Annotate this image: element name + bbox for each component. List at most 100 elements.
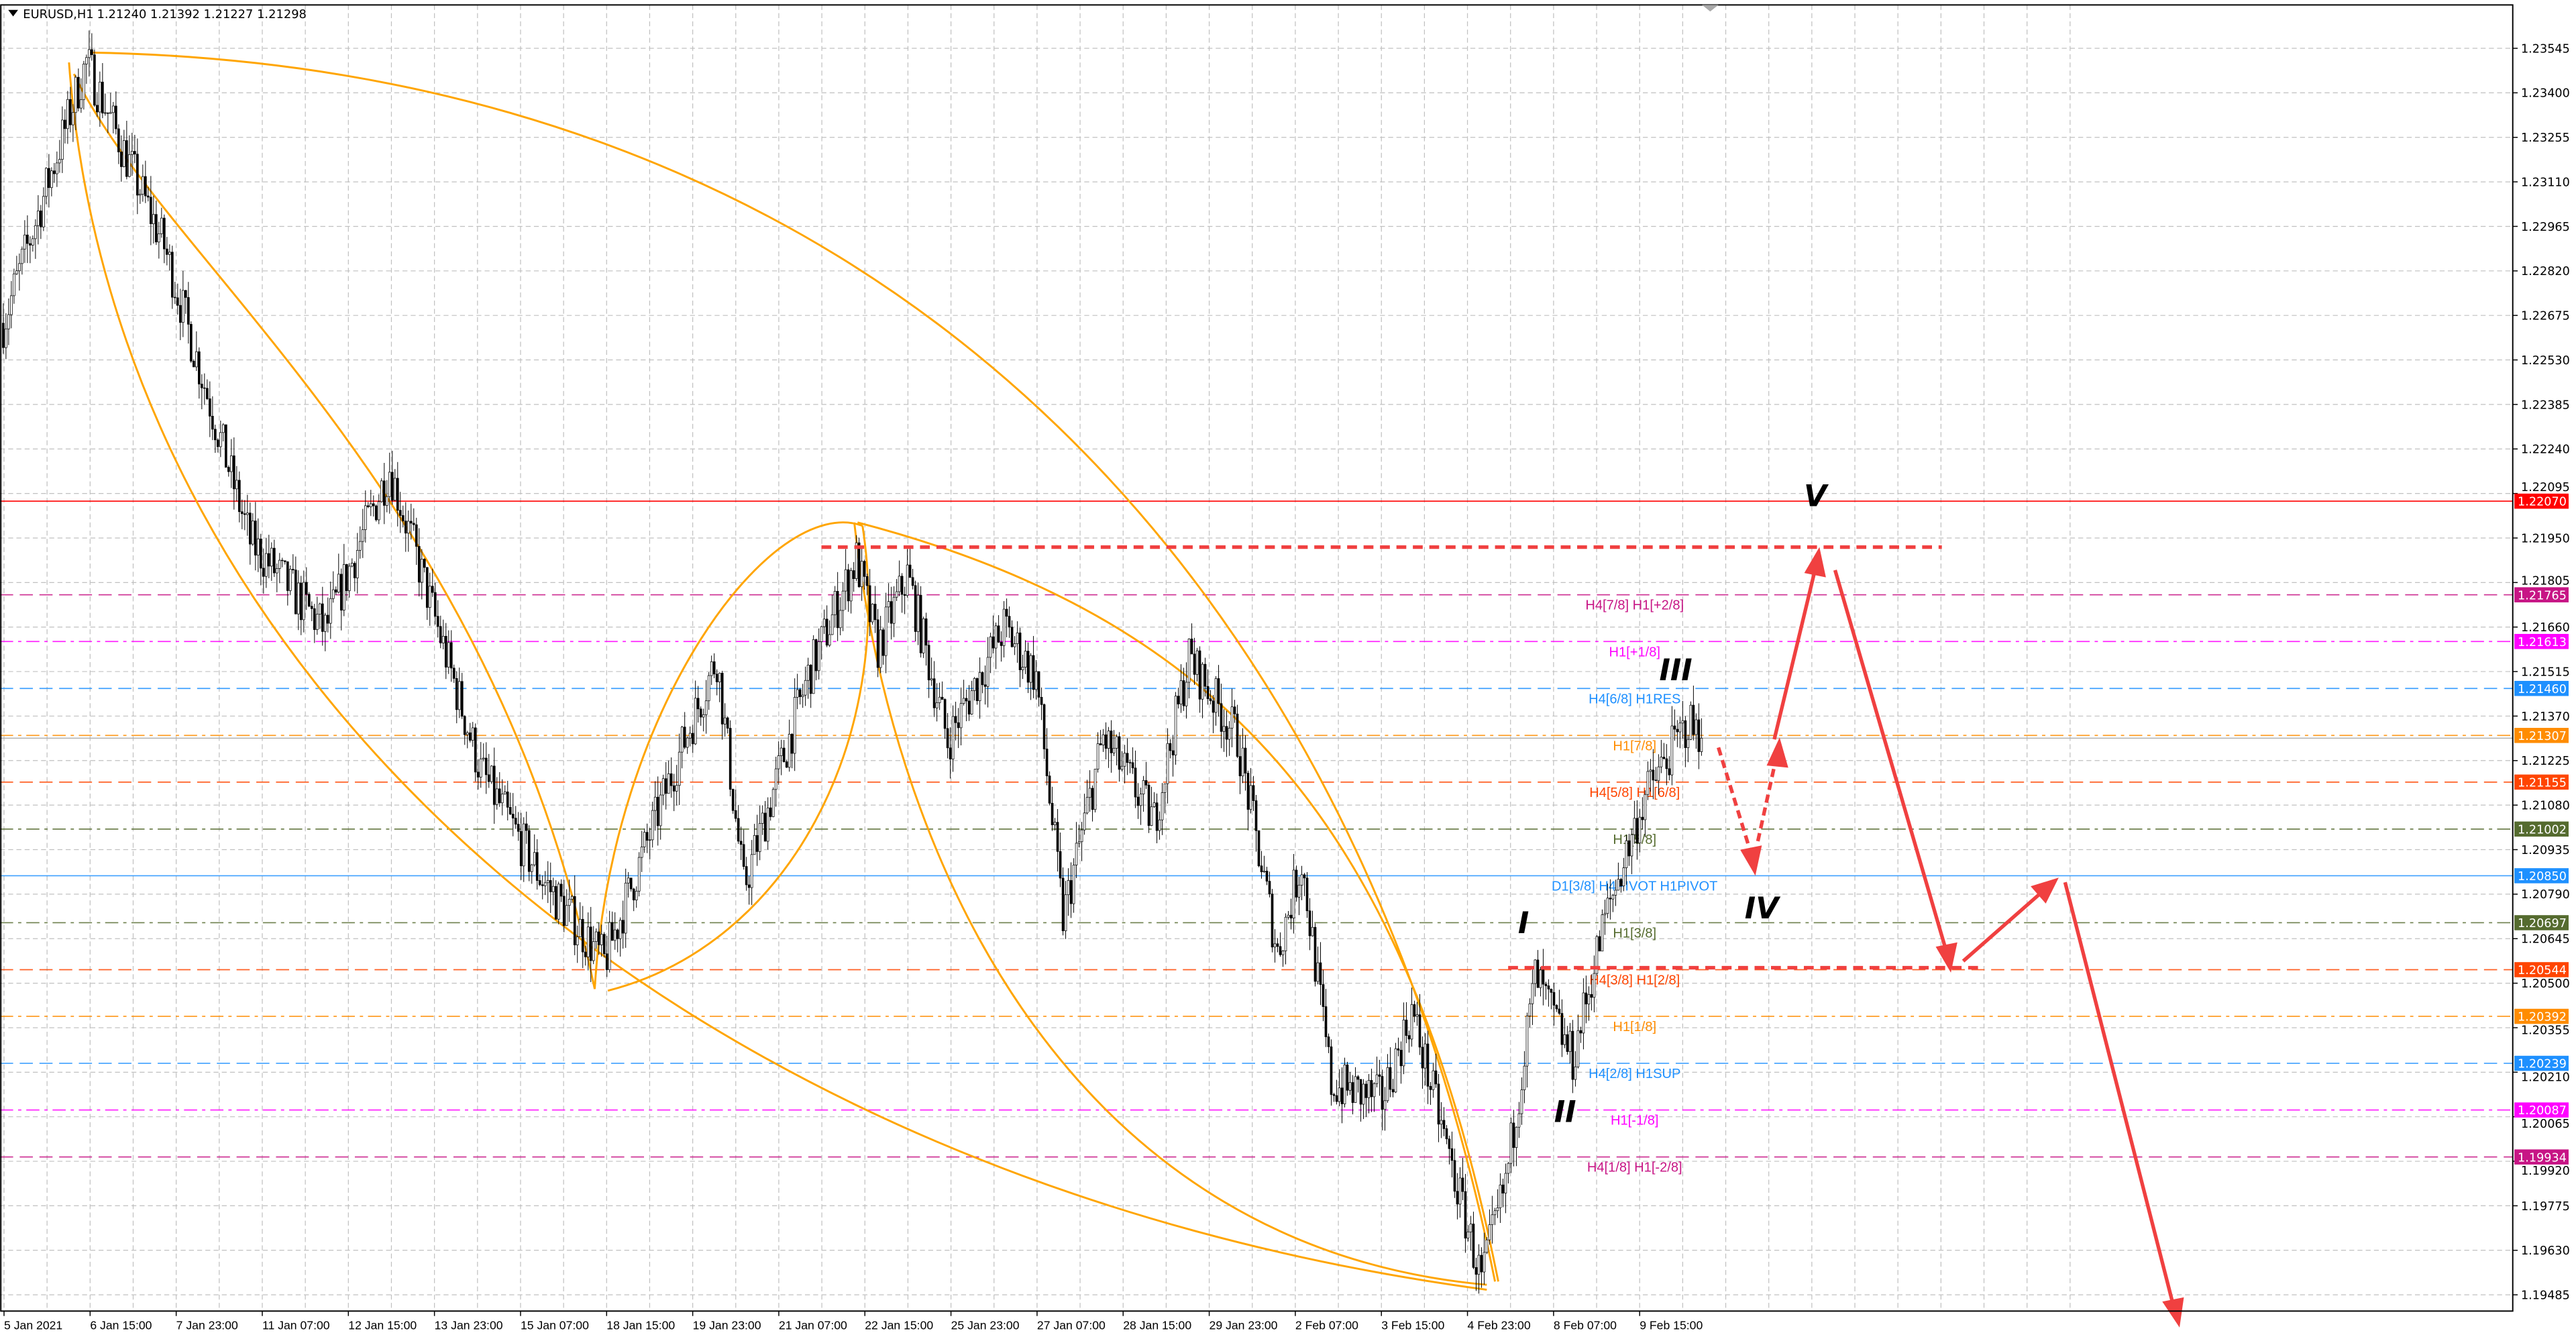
candle-body: [616, 929, 619, 939]
candle-body: [374, 505, 378, 521]
candle-body: [302, 582, 305, 621]
candle-body: [246, 513, 249, 515]
candle-body: [1126, 753, 1129, 763]
price-tick-label: 1.20935: [2521, 844, 2570, 857]
candle-body: [85, 57, 88, 64]
candle-body: [18, 263, 21, 272]
candle-body: [487, 774, 490, 782]
candle-body: [1364, 1083, 1368, 1098]
price-tick-label: 1.21805: [2521, 574, 2570, 588]
candle-body: [828, 634, 831, 646]
candle-body: [519, 831, 523, 867]
candle-body: [1343, 1065, 1346, 1104]
candle-body: [1644, 794, 1647, 820]
candle-body: [80, 99, 83, 109]
grid: [0, 5, 2513, 1311]
wave-label-ii: II: [1554, 1095, 1576, 1130]
scroll-marker-icon[interactable]: [1702, 5, 1719, 12]
candle-body: [1437, 1083, 1440, 1125]
candle-body: [1697, 719, 1701, 752]
candle-body: [1523, 1065, 1526, 1090]
level-price-box: [2514, 821, 2569, 837]
time-tick-label: 12 Jan 15:00: [348, 1318, 417, 1332]
candle-body: [5, 328, 7, 348]
candle-body: [1271, 894, 1274, 948]
candle-body: [903, 594, 906, 596]
price-axis[interactable]: 1.23545 1.23400 1.23255 1.23110 1.22965 1.228…: [2512, 42, 2570, 1303]
arc-drawing[interactable]: [594, 521, 863, 989]
candle-body: [243, 513, 246, 515]
candle-body: [1187, 639, 1191, 683]
level-price-box: [2514, 774, 2569, 790]
arc-drawing[interactable]: [857, 521, 1499, 1282]
candle-body: [597, 931, 600, 945]
candle-body: [1665, 758, 1668, 769]
candle-body: [1002, 608, 1006, 646]
arc-drawing[interactable]: [853, 522, 1487, 1286]
candle-body: [254, 521, 257, 555]
candle-body: [144, 176, 147, 197]
forecast-arrow[interactable]: [1772, 568, 1817, 740]
triangle-down-icon[interactable]: [8, 9, 18, 17]
candle-body: [624, 882, 627, 934]
candle-body: [629, 877, 633, 890]
candle-body: [64, 119, 66, 129]
candle-body: [182, 290, 184, 323]
candle-body: [166, 248, 168, 255]
candle-body: [187, 297, 190, 325]
candle-body: [1246, 773, 1250, 810]
candle-body: [393, 478, 396, 501]
level-price-box-text: 1.19934: [2518, 1151, 2567, 1165]
forecast-arrow[interactable]: [1756, 758, 1778, 842]
level-label: H1[+1/8]: [1609, 645, 1660, 659]
candle-body: [771, 789, 775, 817]
candle-body: [1195, 650, 1199, 675]
level-price-box-text: 1.20544: [2518, 964, 2567, 977]
candle-body: [61, 119, 64, 160]
candle-body: [994, 625, 998, 649]
candle-body: [326, 614, 329, 624]
candle-body: [790, 734, 794, 754]
candle-body: [1120, 765, 1124, 770]
candle-body: [1673, 725, 1676, 730]
candle-body: [48, 168, 50, 189]
candle-body: [1281, 951, 1285, 955]
candle-body: [1077, 841, 1081, 844]
candle-body: [868, 585, 871, 623]
candle-body: [275, 568, 278, 574]
candle-body: [237, 480, 241, 513]
orange-arc-drawings[interactable]: [68, 51, 1499, 1291]
forecast-arrow[interactable]: [1962, 889, 2045, 963]
candle-body: [1161, 792, 1164, 820]
candle-body: [423, 559, 426, 568]
candle-body: [66, 99, 69, 129]
candle-body: [557, 883, 560, 920]
forecast-drawings[interactable]: [821, 545, 2184, 1328]
candle-body: [822, 619, 826, 627]
candle-body: [431, 586, 434, 593]
candle-body: [221, 424, 225, 433]
candle-body: [849, 570, 853, 602]
candle-body: [935, 702, 938, 708]
candle-body: [26, 234, 29, 244]
candle-body: [1037, 671, 1040, 698]
candle-body: [586, 926, 590, 957]
forecast-arrow[interactable]: [1833, 570, 1949, 954]
arc-drawing[interactable]: [90, 51, 1497, 1282]
candle-body: [229, 456, 233, 472]
candle-body: [74, 76, 77, 113]
forecast-arrow[interactable]: [2063, 881, 2176, 1307]
candle-body: [1622, 867, 1625, 887]
candle-body: [1214, 678, 1218, 713]
candle-body: [131, 151, 133, 155]
candle-body: [1609, 898, 1612, 900]
candle-body: [1045, 749, 1049, 777]
arc-drawing[interactable]: [68, 62, 1487, 1291]
candle-body: [1220, 703, 1223, 732]
time-axis[interactable]: 5 Jan 2021 6 Jan 15:00 7 Jan 23:00 11 Jan 0…: [3, 1311, 1703, 1332]
candle-body: [1093, 769, 1097, 810]
candle-body: [1474, 1267, 1478, 1275]
forecast-arrow[interactable]: [1717, 747, 1754, 855]
price-tick-label: 1.19775: [2521, 1200, 2570, 1214]
